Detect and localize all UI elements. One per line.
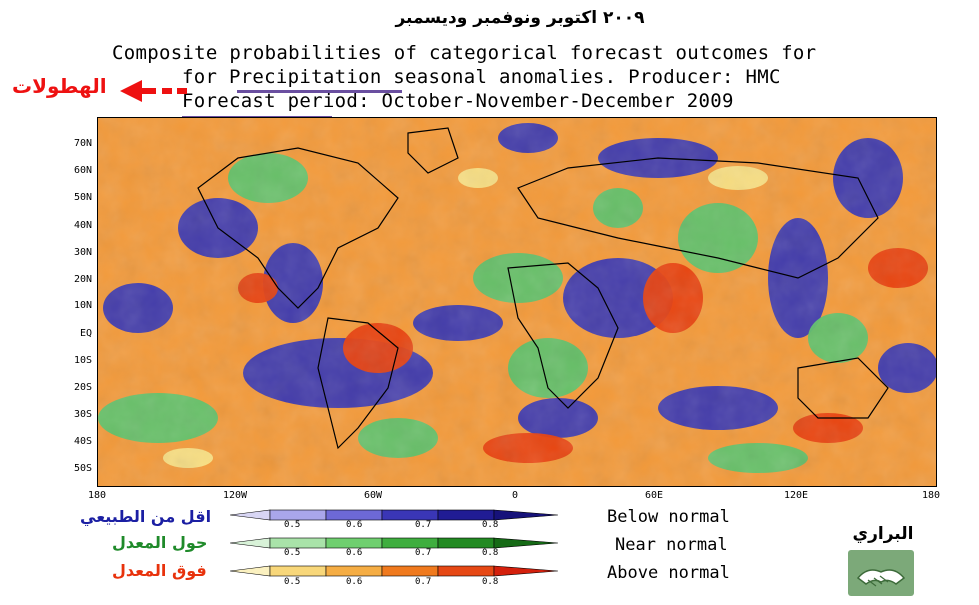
lat-label: 40S: [73, 436, 92, 447]
precipitation-probability-map: [97, 117, 937, 487]
legend-bar-above-normal: [230, 565, 559, 577]
lon-label: 0: [512, 490, 519, 501]
legend-tick: 0.7: [415, 520, 432, 530]
lon-label: 60E: [645, 490, 664, 501]
legend-label-below: Below normal: [607, 507, 730, 527]
lat-label: 60N: [73, 165, 92, 176]
legend-tick: 0.8: [482, 548, 499, 558]
lat-label: EQ: [79, 328, 92, 339]
map-title-line-1: Composite probabilities of categorical f…: [112, 42, 817, 64]
precipitation-arrow-label: الهطولات: [12, 74, 107, 98]
lon-label: 120E: [784, 490, 809, 501]
legend-tick: 0.5: [284, 548, 301, 558]
lat-label: 50N: [73, 192, 92, 203]
legend-bar-near-normal: [230, 537, 559, 549]
legend-tick: 0.8: [482, 520, 499, 530]
legend-tick: 0.7: [415, 577, 432, 587]
lat-label: 20S: [73, 382, 92, 393]
legend-tick: 0.6: [346, 520, 363, 530]
legend-tick: 0.8: [482, 577, 499, 587]
legend-colorbars: [230, 509, 559, 577]
map-field: [98, 118, 936, 486]
lat-label: 10N: [73, 300, 92, 311]
handshake-icon: [848, 550, 914, 596]
arabic-title: ٢٠٠٩ اكتوبر ونوفمبر وديسمبر: [395, 8, 645, 28]
legend-bar-below-normal: [230, 509, 559, 521]
lat-label: 20N: [73, 274, 92, 285]
legend-tick: 0.6: [346, 577, 363, 587]
lat-label: 30N: [73, 247, 92, 258]
legend-tick: 0.5: [284, 577, 301, 587]
precipitation-underline: [237, 90, 402, 93]
lat-label: 40N: [73, 220, 92, 231]
legend-tick: 0.5: [284, 520, 301, 530]
lon-label: 180: [922, 490, 941, 501]
legend-label-above-ar: فوق المعدل: [112, 561, 207, 580]
legend-label-near-ar: حول المعدل: [112, 533, 208, 552]
coastlines: [197, 127, 889, 450]
legend-label-below-ar: اقل من الطبيعي: [80, 507, 212, 526]
producer-name: البراري: [852, 524, 914, 544]
legend-label-above: Above normal: [607, 563, 730, 583]
lat-label: 10S: [73, 355, 92, 366]
legend-label-near: Near normal: [615, 535, 728, 555]
lat-label: 70N: [73, 138, 92, 149]
lat-label: 50S: [73, 463, 92, 474]
lon-label: 180: [88, 490, 107, 501]
lon-label: 120W: [223, 490, 248, 501]
map-title-line-3: Forecast period: October-November-Decemb…: [182, 90, 734, 112]
legend-tick: 0.6: [346, 548, 363, 558]
legend-tick: 0.7: [415, 548, 432, 558]
map-title-line-2: for Precipitation seasonal anomalies. Pr…: [182, 66, 781, 88]
lon-label: 60W: [364, 490, 383, 501]
arrow-icon: [120, 80, 187, 102]
lat-label: 30S: [73, 409, 92, 420]
